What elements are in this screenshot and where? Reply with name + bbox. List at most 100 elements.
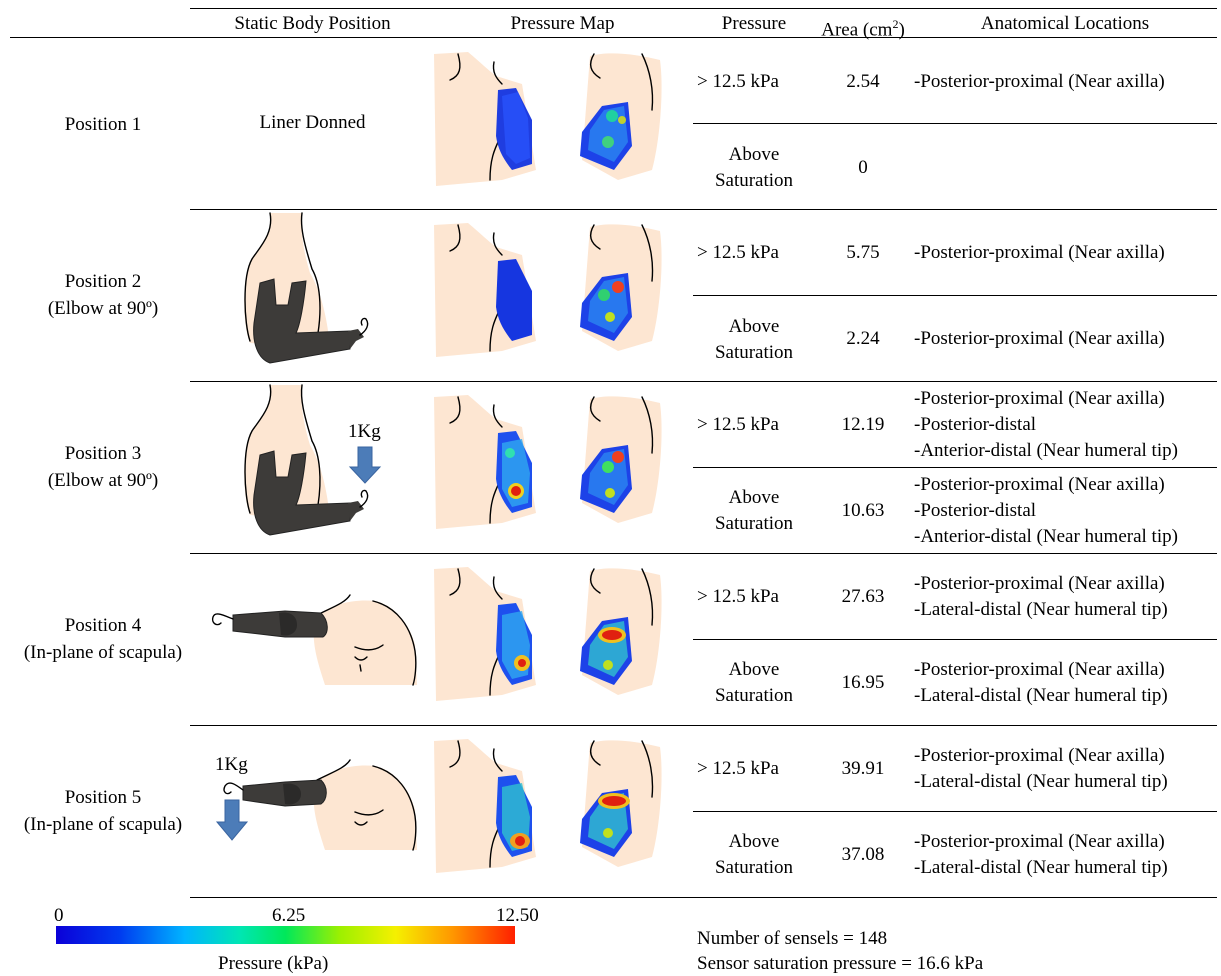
- location-line: -Lateral-distal (Near humeral tip): [914, 599, 1168, 620]
- position-label-2: Position 2 (Elbow at 90º): [8, 268, 198, 322]
- sub-rule-1: [693, 123, 1217, 124]
- header-area-text: Area (cm: [821, 19, 893, 41]
- body-illustration-4: [211, 594, 417, 686]
- sub-rule-2: [693, 295, 1217, 296]
- location-line: -Posterior-proximal (Near axilla): [914, 474, 1165, 495]
- row-rule-2: [190, 381, 1217, 382]
- pressure-saturation-4: Above Saturation: [693, 657, 815, 709]
- pressure-map-4: [434, 567, 662, 701]
- locations-saturation-4: -Posterior-proximal (Near axilla) -Latera…: [914, 657, 1219, 709]
- weight-label-5: 1Kg: [215, 754, 248, 775]
- pressure-sat-line2: Saturation: [714, 342, 794, 363]
- area-saturation-4: 16.95: [841, 672, 885, 693]
- pressure-saturation-1: Above Saturation: [693, 142, 815, 194]
- area-saturation-1: 0: [858, 157, 868, 178]
- location-line: -Posterior-proximal (Near axilla): [914, 71, 1165, 92]
- locations-above-4: -Posterior-proximal (Near axilla) -Latera…: [914, 571, 1219, 623]
- header-area: Area (cm2): [812, 12, 914, 42]
- location-line: -Posterior-proximal (Near axilla): [914, 242, 1165, 263]
- area-above-3: 12.19: [841, 414, 885, 435]
- position-label-1: Position 1: [8, 111, 198, 138]
- header-static-body-position: Static Body Position: [234, 13, 391, 34]
- locations-saturation-2: -Posterior-proximal (Near axilla): [914, 326, 1219, 352]
- pressure-above-2: > 12.5 kPa: [697, 242, 779, 263]
- position-4-title: Position 4: [64, 615, 142, 636]
- position-2-title: Position 2: [64, 271, 142, 292]
- pressure-sat-line1: Above: [728, 659, 780, 680]
- pressure-sat-line1: Above: [728, 831, 780, 852]
- position-4-sub: (In-plane of scapula): [23, 642, 183, 663]
- weight-arrow-icon: [348, 446, 382, 484]
- position-3-title: Position 3: [64, 443, 142, 464]
- area-saturation-5: 37.08: [841, 844, 885, 865]
- location-line: -Anterior-distal (Near humeral tip): [914, 526, 1178, 547]
- header-area-sup: 2: [892, 17, 899, 31]
- pressure-sat-line1: Above: [728, 144, 780, 165]
- body-illustration-3: [244, 384, 382, 536]
- locations-saturation-5: -Posterior-proximal (Near axilla) -Latera…: [914, 829, 1219, 881]
- position-label-5: Position 5 (In-plane of scapula): [8, 784, 198, 838]
- note-sensels: Number of sensels = 148: [697, 928, 888, 949]
- area-saturation-3: 10.63: [841, 500, 885, 521]
- locations-above-1: -Posterior-proximal (Near axilla): [914, 69, 1219, 95]
- sub-rule-3: [693, 467, 1217, 468]
- pressure-saturation-3: Above Saturation: [693, 485, 815, 537]
- position-2-sub: (Elbow at 90º): [47, 298, 159, 319]
- position-3-sub: (Elbow at 90º): [47, 470, 159, 491]
- note-saturation: Sensor saturation pressure = 16.6 kPa: [697, 953, 984, 974]
- position-label-3: Position 3 (Elbow at 90º): [8, 440, 198, 494]
- colorbar-min-label: 0: [54, 905, 64, 926]
- row-rule-1: [190, 209, 1217, 210]
- pressure-sat-line2: Saturation: [714, 170, 794, 191]
- location-line: -Posterior-proximal (Near axilla): [914, 745, 1165, 766]
- pressure-map-1: [434, 52, 662, 186]
- weight-label-3: 1Kg: [348, 421, 381, 442]
- location-line: -Posterior-distal: [914, 414, 1037, 435]
- pressure-map-3: [434, 395, 662, 529]
- location-line: -Posterior-proximal (Near axilla): [914, 659, 1165, 680]
- row-rule-4: [190, 725, 1217, 726]
- locations-saturation-3: -Posterior-proximal (Near axilla) -Poster…: [914, 472, 1219, 550]
- position-1-title: Position 1: [64, 114, 142, 135]
- pressure-map-5: [434, 739, 662, 873]
- location-line: -Posterior-proximal (Near axilla): [914, 328, 1165, 349]
- pressure-above-4: > 12.5 kPa: [697, 586, 779, 607]
- pressure-above-1: > 12.5 kPa: [697, 71, 779, 92]
- body-illustration-2: [244, 212, 369, 364]
- position-label-4: Position 4 (In-plane of scapula): [8, 612, 198, 666]
- area-above-2: 5.75: [846, 242, 880, 263]
- position-5-sub: (In-plane of scapula): [23, 814, 183, 835]
- area-above-1: 2.54: [846, 71, 880, 92]
- location-line: -Posterior-proximal (Near axilla): [914, 831, 1165, 852]
- pressure-sat-line2: Saturation: [714, 857, 794, 878]
- colorbar-mid-label: 6.25: [272, 905, 306, 926]
- header-pressure-map: Pressure Map: [510, 13, 615, 34]
- header-rule: [10, 37, 1217, 38]
- location-line: -Lateral-distal (Near humeral tip): [914, 685, 1168, 706]
- location-line: -Anterior-distal (Near humeral tip): [914, 440, 1178, 461]
- location-line: -Lateral-distal (Near humeral tip): [914, 857, 1168, 878]
- header-area-close: ): [898, 19, 905, 41]
- sub-rule-4: [693, 639, 1217, 640]
- body-position-text-1: Liner Donned: [259, 112, 366, 133]
- top-rule: [190, 8, 1217, 9]
- pressure-map-2: [434, 223, 662, 357]
- area-above-4: 27.63: [841, 586, 885, 607]
- bottom-rule: [190, 897, 1217, 898]
- pressure-colorbar: [56, 926, 515, 944]
- location-line: -Lateral-distal (Near humeral tip): [914, 771, 1168, 792]
- pressure-above-5: > 12.5 kPa: [697, 758, 779, 779]
- location-line: -Posterior-distal: [914, 500, 1037, 521]
- colorbar-axis-label: Pressure (kPa): [218, 953, 329, 974]
- pressure-sat-line1: Above: [728, 487, 780, 508]
- colorbar-max-label: 12.50: [496, 905, 539, 926]
- pressure-sat-line1: Above: [728, 316, 780, 337]
- pressure-sat-line2: Saturation: [714, 513, 794, 534]
- pressure-saturation-5: Above Saturation: [693, 829, 815, 881]
- location-line: -Posterior-proximal (Near axilla): [914, 573, 1165, 594]
- location-line: -Posterior-proximal (Near axilla): [914, 388, 1165, 409]
- sub-rule-5: [693, 811, 1217, 812]
- pressure-sat-line2: Saturation: [714, 685, 794, 706]
- locations-above-3: -Posterior-proximal (Near axilla) -Poster…: [914, 386, 1219, 464]
- header-pressure: Pressure: [721, 13, 787, 34]
